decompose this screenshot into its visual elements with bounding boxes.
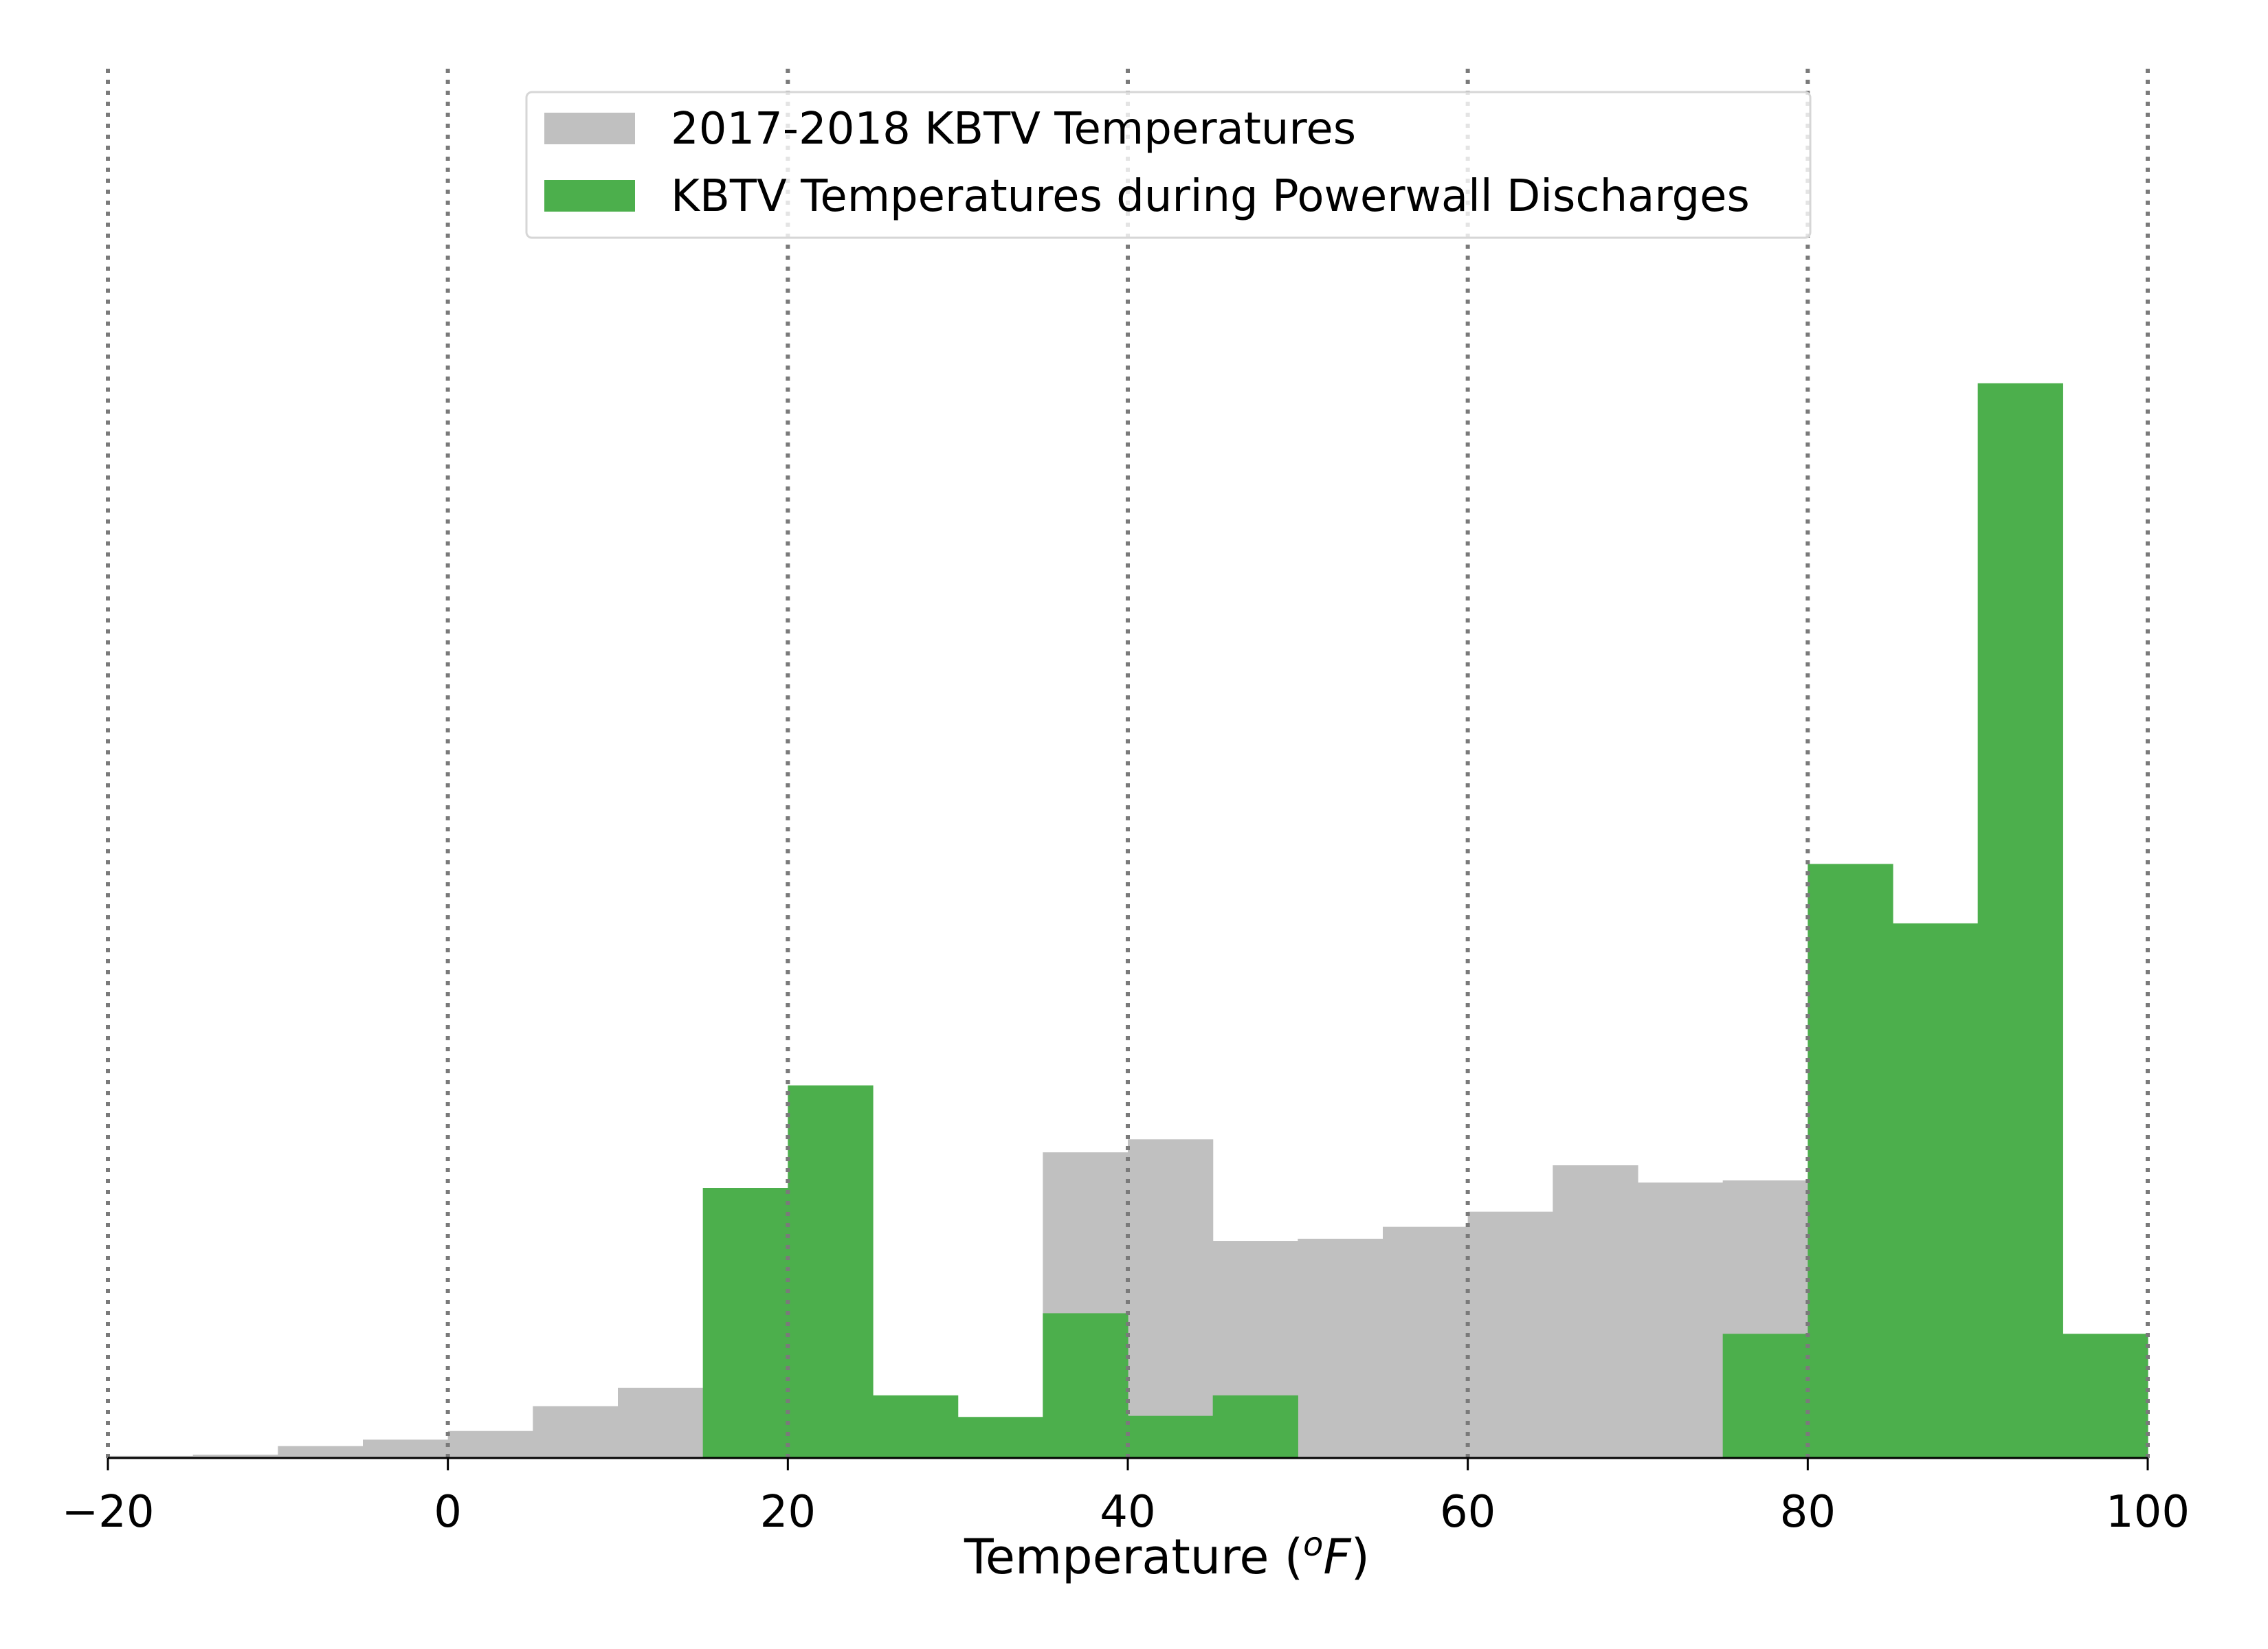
bar-series-0-bin-15 xyxy=(1383,1226,1469,1458)
x-tick-label-1: 0 xyxy=(434,1487,462,1538)
series-1-bars xyxy=(702,383,2148,1458)
x-axis-label-unit: F xyxy=(1323,1529,1352,1585)
legend-label-all-temperatures: 2017-2018 KBTV Temperatures xyxy=(671,104,1356,155)
legend-label-powerwall-discharges: KBTV Temperatures during Powerwall Disch… xyxy=(671,171,1750,222)
bar-series-0-bin-17 xyxy=(1553,1165,1638,1458)
plot-area xyxy=(108,383,2148,1458)
bar-series-1-bin-7 xyxy=(702,1188,788,1458)
bar-series-0-bin-18 xyxy=(1638,1182,1724,1458)
x-tick-label-3: 40 xyxy=(1100,1487,1155,1538)
bar-series-1-bin-21 xyxy=(1893,923,1979,1458)
bar-series-0-bin-16 xyxy=(1467,1211,1553,1458)
bar-series-1-bin-19 xyxy=(1722,1334,1808,1458)
x-axis-label-superscript: o xyxy=(1303,1525,1323,1564)
x-tick-label-0: −20 xyxy=(61,1487,154,1538)
bar-series-1-bin-11 xyxy=(1043,1313,1129,1458)
grid-lines xyxy=(106,69,2150,1458)
x-tick-label-5: 80 xyxy=(1780,1487,1836,1538)
bar-series-0-bin-6 xyxy=(618,1387,704,1458)
bar-series-0-bin-14 xyxy=(1298,1238,1383,1458)
bar-series-0-bin-2 xyxy=(278,1446,364,1458)
x-axis-label: Temperature (oF) xyxy=(964,1525,1370,1585)
bar-series-0-bin-0 xyxy=(108,1455,194,1458)
legend: 2017-2018 KBTV Temperatures KBTV Tempera… xyxy=(525,91,1812,239)
x-axis: −20 0 20 40 60 80 100 xyxy=(61,1457,2190,1538)
bar-series-1-bin-10 xyxy=(957,1417,1043,1458)
bar-series-0-bin-3 xyxy=(363,1439,449,1458)
legend-swatch-all-temperatures xyxy=(544,113,635,144)
series-0-bars xyxy=(108,1139,1893,1458)
legend-frame xyxy=(525,91,1812,239)
bar-series-1-bin-22 xyxy=(1977,383,2063,1458)
x-tick-label-2: 20 xyxy=(760,1487,816,1538)
bar-series-1-bin-23 xyxy=(2063,1334,2148,1458)
x-axis-label-text: Temperature ( xyxy=(964,1529,1303,1585)
bar-series-0-bin-1 xyxy=(192,1455,278,1458)
x-tick-label-4: 60 xyxy=(1440,1487,1496,1538)
bar-series-1-bin-20 xyxy=(1808,864,1893,1458)
bar-series-1-bin-12 xyxy=(1128,1415,1214,1458)
bar-series-1-bin-13 xyxy=(1212,1395,1298,1458)
bar-series-0-bin-4 xyxy=(447,1431,533,1458)
bar-series-1-bin-9 xyxy=(873,1395,959,1458)
bar-series-0-bin-5 xyxy=(533,1406,619,1458)
bar-series-1-bin-8 xyxy=(788,1085,874,1458)
bar-series-0-bin-12 xyxy=(1128,1139,1214,1458)
x-axis-label-close: ) xyxy=(1351,1529,1370,1585)
legend-swatch-powerwall-discharges xyxy=(544,180,635,212)
x-tick-label-6: 100 xyxy=(2106,1487,2190,1538)
